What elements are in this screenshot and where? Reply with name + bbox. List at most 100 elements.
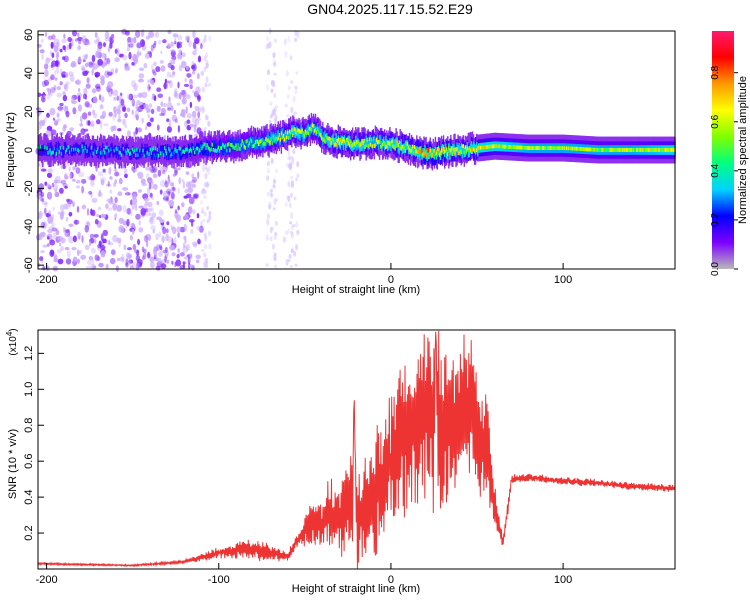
ridge-mark — [146, 150, 148, 155]
noise-mark — [201, 70, 205, 77]
ridge-mark — [467, 148, 470, 158]
noise-mark — [71, 247, 77, 251]
ridge-mark — [550, 146, 552, 150]
ridge-mark — [168, 146, 170, 151]
ridge-mark — [229, 148, 231, 153]
ridge-mark — [599, 148, 602, 152]
ridge-mark — [372, 136, 375, 147]
noise-mark — [273, 62, 277, 67]
ridge-mark — [563, 146, 566, 150]
ridge-mark — [131, 150, 133, 160]
noise-mark — [160, 65, 166, 72]
ridge-mark — [122, 146, 125, 151]
noise-mark — [89, 123, 95, 128]
noise-mark — [203, 182, 207, 188]
noise-mark — [137, 172, 140, 176]
ridge-mark — [396, 139, 398, 157]
noise-mark — [78, 171, 85, 178]
ridge-mark — [195, 148, 197, 152]
ridge-mark — [281, 135, 284, 140]
noise-mark — [44, 32, 48, 37]
ridge-mark — [273, 138, 275, 143]
noise-mark — [46, 125, 53, 132]
ridge-mark — [108, 148, 110, 153]
ridge-mark — [322, 137, 324, 142]
ridge-mark — [340, 140, 343, 145]
ridge-mark — [292, 133, 294, 138]
ridge-mark — [185, 147, 188, 152]
ridge-mark — [667, 148, 669, 152]
ridge-mark — [670, 148, 672, 152]
noise-mark — [62, 226, 65, 232]
noise-mark — [176, 43, 183, 49]
ridge-mark — [173, 150, 175, 155]
ridge-mark — [567, 146, 570, 151]
noise-mark — [159, 219, 165, 223]
ridge-mark — [426, 148, 428, 152]
noise-mark — [110, 125, 114, 132]
ridge-mark — [370, 137, 372, 148]
ridge-mark — [535, 146, 538, 150]
noise-mark — [85, 83, 91, 89]
noise-mark — [197, 55, 202, 63]
noise-mark — [268, 201, 272, 208]
ridge-mark — [520, 145, 522, 150]
ridge-mark — [265, 137, 267, 142]
x-tick-label: 0 — [388, 574, 394, 586]
ridge-mark — [74, 149, 76, 154]
noise-mark — [116, 95, 120, 101]
noise-mark — [290, 80, 294, 85]
spectrogram-y-label: Frequency (Hz) — [5, 112, 17, 188]
noise-mark — [140, 178, 146, 185]
ridge-mark — [562, 146, 565, 150]
ridge-mark — [109, 146, 111, 151]
ridge-mark — [84, 145, 86, 150]
noise-mark — [160, 246, 163, 251]
noise-mark — [292, 148, 296, 155]
noise-mark — [270, 158, 274, 164]
ridge-mark — [601, 148, 603, 152]
ridge-mark — [602, 148, 604, 152]
ridge-mark — [177, 144, 179, 155]
ridge-mark — [444, 149, 446, 154]
noise-mark — [166, 118, 170, 122]
ridge-mark — [239, 147, 241, 151]
ridge-mark — [58, 149, 61, 154]
noise-mark — [116, 51, 121, 57]
noise-mark — [167, 179, 170, 185]
ridge-mark — [413, 151, 415, 156]
ridge-mark — [556, 146, 558, 150]
noise-mark — [191, 110, 197, 118]
ridge-mark — [610, 148, 612, 152]
noise-mark — [131, 99, 135, 104]
ridge-mark — [229, 140, 231, 151]
noise-mark — [189, 123, 195, 128]
noise-mark — [206, 62, 210, 69]
ridge-mark — [48, 150, 50, 154]
ridge-mark — [398, 144, 400, 155]
ridge-mark — [376, 135, 379, 145]
ridge-mark — [436, 147, 439, 151]
ridge-mark — [638, 148, 640, 152]
ridge-mark — [40, 145, 42, 156]
noise-mark — [177, 167, 181, 171]
noise-mark — [156, 200, 160, 206]
ridge-mark — [293, 128, 295, 133]
ridge-mark — [194, 137, 196, 155]
ridge-mark — [87, 150, 89, 155]
noise-mark — [60, 210, 65, 217]
noise-mark — [149, 165, 155, 173]
ridge-mark — [451, 146, 453, 151]
noise-mark — [138, 67, 145, 72]
ridge-mark — [417, 149, 419, 160]
ridge-mark — [546, 146, 548, 150]
noise-mark — [200, 199, 204, 205]
noise-mark — [50, 41, 54, 49]
ridge-mark — [162, 144, 164, 155]
noise-mark — [173, 88, 178, 94]
noise-mark — [136, 42, 142, 49]
noise-mark — [39, 231, 46, 238]
noise-mark — [77, 96, 80, 101]
noise-mark — [197, 238, 201, 245]
